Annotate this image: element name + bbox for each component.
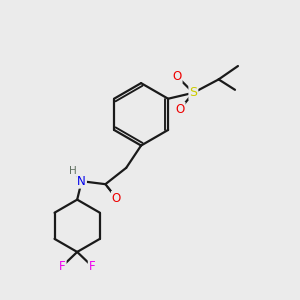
Text: H: H (69, 166, 76, 176)
Text: F: F (59, 260, 66, 273)
Text: N: N (77, 175, 86, 188)
Text: O: O (172, 70, 182, 83)
Text: O: O (112, 192, 121, 205)
Text: O: O (176, 103, 184, 116)
Text: F: F (89, 260, 95, 273)
Text: S: S (189, 86, 197, 99)
